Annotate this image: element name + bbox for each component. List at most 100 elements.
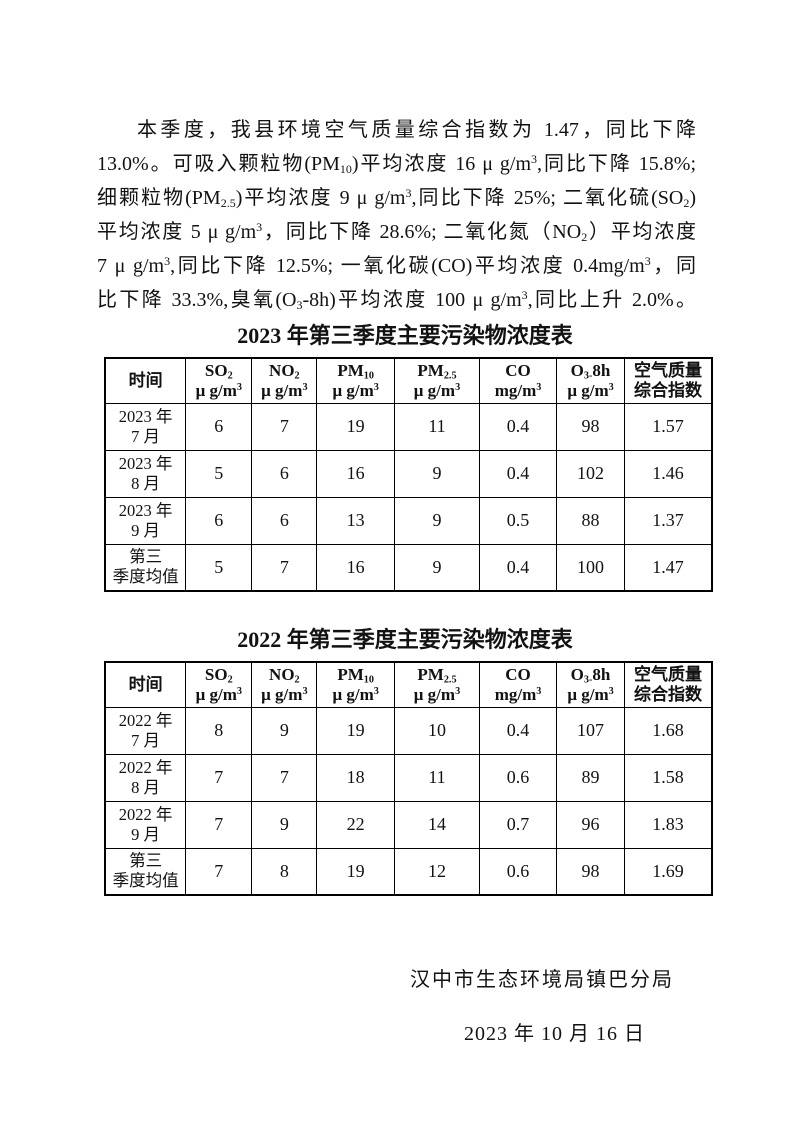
- header-unit: μ g/m3: [567, 684, 614, 704]
- value-cell: 100: [556, 543, 626, 592]
- time-cell: 第三 季度均值: [104, 847, 187, 896]
- header-line: PM2.5: [417, 664, 457, 686]
- value-cell: 96: [556, 800, 626, 849]
- col-header-o3: O3-8h μ g/m3: [556, 661, 626, 708]
- col-header-no2: NO2 μ g/m3: [251, 357, 318, 404]
- value-cell: 0.6: [478, 753, 558, 802]
- col-header-co: CO mg/m3: [478, 661, 558, 708]
- header-unit: μ g/m3: [261, 380, 308, 400]
- value-cell: 7: [185, 847, 253, 896]
- header-line: O3-8h: [570, 360, 611, 382]
- col-header-aqi: 空气质量 综合指数: [624, 661, 713, 708]
- value-cell: 9: [394, 449, 480, 498]
- header-row: 时间 SO2 μ g/m3 NO2 μ g/m3 PM10 μ g/m3 PM2.5 μ…: [104, 661, 713, 708]
- value-cell: 0.4: [478, 543, 558, 592]
- table-title-2022: 2022 年第三季度主要污染物浓度表: [237, 627, 573, 652]
- header-unit: mg/m3: [494, 684, 542, 704]
- col-header-pm10: PM10 μ g/m3: [316, 357, 395, 404]
- value-cell: 1.46: [624, 449, 713, 498]
- header-line: CO: [505, 360, 531, 380]
- value-cell: 19: [316, 706, 395, 755]
- document-content: 本季度，我县环境空气质量综合指数为 1.47，同比下降 13.0%。可吸入颗粒物…: [97, 113, 713, 1047]
- value-cell: 18: [316, 753, 395, 802]
- header-line: 综合指数: [634, 380, 702, 400]
- value-cell: 11: [394, 402, 480, 451]
- value-cell: 0.5: [478, 496, 558, 545]
- table-row: 第三 季度均值 7 8 19 12 0.6 98 1.69: [104, 847, 713, 896]
- value-cell: 14: [394, 800, 480, 849]
- value-cell: 7: [185, 800, 253, 849]
- value-cell: 1.47: [624, 543, 713, 592]
- paragraph-line-4: 平均浓度 5 μ g/m3，同比下降 28.6%; 二氧化氮（NO2）平均浓度: [97, 219, 696, 244]
- header-unit: μ g/m3: [332, 380, 379, 400]
- value-cell: 19: [316, 402, 395, 451]
- value-cell: 0.6: [478, 847, 558, 896]
- col-header-aqi: 空气质量 综合指数: [624, 357, 713, 404]
- col-header-so2: SO2 μ g/m3: [185, 661, 253, 708]
- header-line: 综合指数: [634, 684, 702, 704]
- header-unit: mg/m3: [494, 380, 542, 400]
- table-title-2023: 2023 年第三季度主要污染物浓度表: [237, 323, 573, 348]
- header-unit: μ g/m3: [413, 380, 461, 400]
- col-header-no2: NO2 μ g/m3: [251, 661, 318, 708]
- col-header-pm25: PM2.5 μ g/m3: [394, 357, 480, 404]
- value-cell: 98: [556, 847, 626, 896]
- value-cell: 19: [316, 847, 395, 896]
- header-unit: μ g/m3: [567, 380, 614, 400]
- header-line: PM2.5: [417, 360, 457, 382]
- issuing-organization: 汉中市生态环境局镇巴分局: [410, 969, 674, 991]
- header-line: NO2: [269, 664, 300, 686]
- pollutant-table-2023: 时间 SO2 μ g/m3 NO2 μ g/m3 PM10 μ g/m3 PM2.5 μ…: [104, 357, 713, 592]
- paragraph-line-5: 7 μ g/m3,同比下降 12.5%; 一氧化碳(CO)平均浓度 0.4mg/…: [97, 253, 696, 277]
- value-cell: 8: [251, 847, 318, 896]
- header-unit: μ g/m3: [195, 380, 242, 400]
- value-cell: 7: [251, 753, 318, 802]
- value-cell: 16: [316, 449, 395, 498]
- time-cell: 第三 季度均值: [104, 543, 187, 592]
- col-header-time: 时间: [104, 357, 187, 404]
- value-cell: 6: [185, 402, 253, 451]
- header-line: 时间: [128, 370, 163, 390]
- col-header-pm25: PM2.5 μ g/m3: [394, 661, 480, 708]
- value-cell: 13: [316, 496, 395, 545]
- header-row: 时间 SO2 μ g/m3 NO2 μ g/m3 PM10 μ g/m3 PM2.5 μ…: [104, 357, 713, 404]
- paragraph-line-3: 细颗粒物(PM2.5)平均浓度 9 μ g/m3,同比下降 25%; 二氧化硫(…: [97, 185, 696, 210]
- value-cell: 7: [251, 402, 318, 451]
- value-cell: 11: [394, 753, 480, 802]
- value-cell: 5: [185, 543, 253, 592]
- header-line: 空气质量: [634, 360, 702, 380]
- header-line: SO2: [204, 664, 233, 686]
- paragraph-line-2: 13.0%。可吸入颗粒物(PM10)平均浓度 16 μ g/m3,同比下降 15…: [97, 151, 696, 176]
- header-line: 空气质量: [634, 664, 702, 684]
- header-unit: μ g/m3: [413, 684, 461, 704]
- value-cell: 102: [556, 449, 626, 498]
- value-cell: 89: [556, 753, 626, 802]
- value-cell: 12: [394, 847, 480, 896]
- value-cell: 0.4: [478, 706, 558, 755]
- paragraph-line-6: 比下降 33.3%,臭氧(O3-8h)平均浓度 100 μ g/m3,同比上升 …: [97, 287, 696, 312]
- col-header-pm10: PM10 μ g/m3: [316, 661, 395, 708]
- header-line: NO2: [269, 360, 300, 382]
- paragraph-line-1: 本季度，我县环境空气质量综合指数为 1.47，同比下降: [137, 119, 696, 141]
- header-line: O3-8h: [570, 664, 611, 686]
- value-cell: 8: [185, 706, 253, 755]
- pollutant-table-2022: 时间 SO2 μ g/m3 NO2 μ g/m3 PM10 μ g/m3 PM2.5 μ…: [104, 661, 713, 896]
- value-cell: 9: [251, 706, 318, 755]
- header-unit: μ g/m3: [332, 684, 379, 704]
- col-header-so2: SO2 μ g/m3: [185, 357, 253, 404]
- value-cell: 10: [394, 706, 480, 755]
- header-line: CO: [505, 664, 531, 684]
- header-unit: μ g/m3: [261, 684, 308, 704]
- col-header-time: 时间: [104, 661, 187, 708]
- value-cell: 1.57: [624, 402, 713, 451]
